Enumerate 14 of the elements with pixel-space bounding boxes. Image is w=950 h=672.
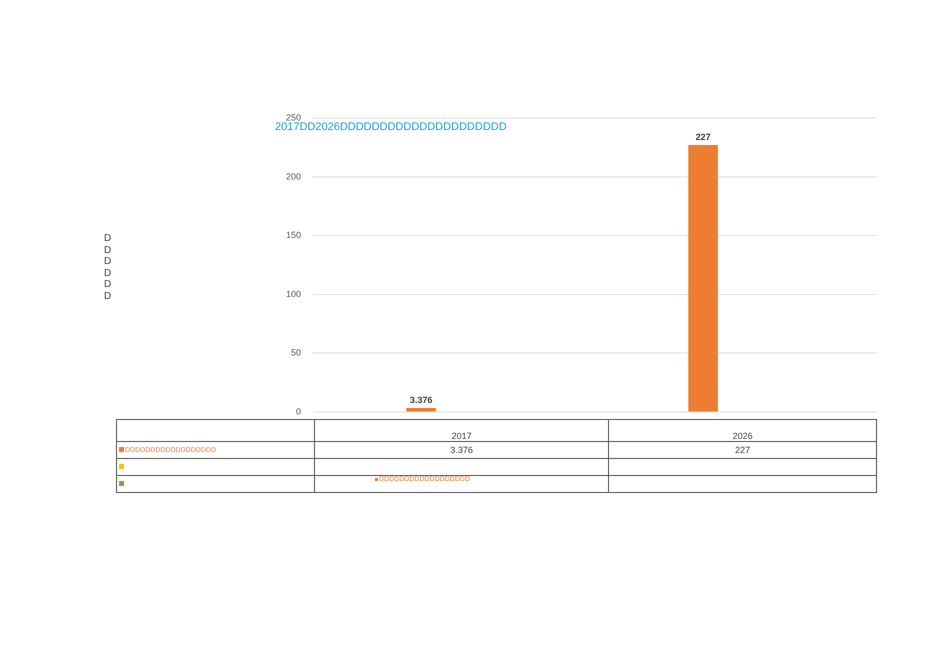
x-tick-label: 2017 bbox=[314, 420, 609, 442]
y-tick-label: 200 bbox=[286, 171, 301, 182]
y-tick-label: 50 bbox=[290, 348, 301, 358]
y-tick-label: 0 bbox=[296, 406, 301, 416]
x-tick-label: 2026 bbox=[608, 420, 876, 442]
text: DDDDDD bbox=[104, 233, 112, 302]
y-tick-label: 100 bbox=[286, 288, 301, 299]
data-label: 227 bbox=[608, 442, 876, 458]
y-tick-label: 150 bbox=[286, 230, 301, 240]
text: 227 bbox=[696, 132, 711, 142]
y-tick-label: 250 bbox=[286, 112, 301, 122]
data-label: 3.376 bbox=[314, 442, 609, 458]
chart-title: 2017DD2026DDDDDDDDDDDDDDDDDDDDD bbox=[275, 121, 507, 133]
text: 3.376 bbox=[410, 395, 432, 406]
